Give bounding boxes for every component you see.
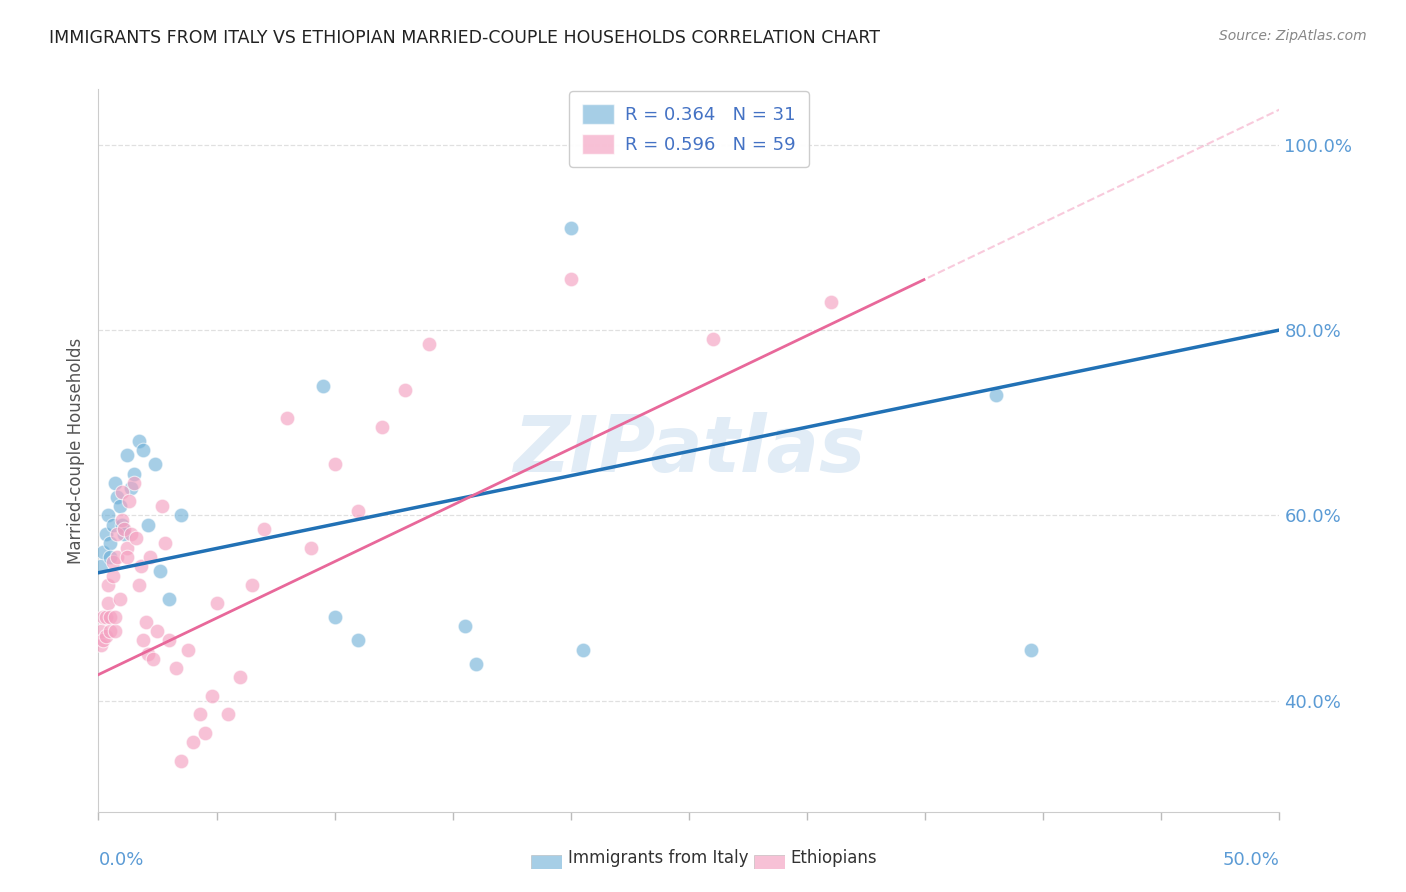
Text: Immigrants from Italy: Immigrants from Italy bbox=[568, 849, 748, 867]
Point bbox=[394, 384, 416, 398]
Point bbox=[101, 568, 124, 582]
Text: 0.0%: 0.0% bbox=[98, 852, 143, 870]
Point bbox=[98, 536, 121, 550]
Point bbox=[312, 378, 335, 392]
Point bbox=[201, 689, 224, 703]
Point bbox=[571, 642, 593, 657]
Point bbox=[157, 591, 180, 606]
Point bbox=[143, 458, 166, 472]
Point bbox=[702, 332, 724, 346]
Point bbox=[97, 508, 120, 523]
Point bbox=[299, 541, 322, 555]
Point bbox=[217, 707, 239, 722]
Text: Source: ZipAtlas.com: Source: ZipAtlas.com bbox=[1219, 29, 1367, 43]
Point bbox=[98, 610, 121, 624]
Point bbox=[560, 272, 582, 286]
Text: IMMIGRANTS FROM ITALY VS ETHIOPIAN MARRIED-COUPLE HOUSEHOLDS CORRELATION CHART: IMMIGRANTS FROM ITALY VS ETHIOPIAN MARRI… bbox=[49, 29, 880, 46]
Point bbox=[90, 624, 112, 639]
Point bbox=[560, 221, 582, 235]
Point bbox=[418, 337, 440, 351]
Point bbox=[112, 526, 135, 541]
Point bbox=[121, 481, 143, 495]
Text: 50.0%: 50.0% bbox=[1223, 852, 1279, 870]
Point bbox=[111, 485, 134, 500]
Point bbox=[104, 624, 127, 639]
Point bbox=[132, 633, 155, 648]
Point bbox=[118, 494, 141, 508]
Point bbox=[135, 615, 157, 629]
Point bbox=[240, 578, 263, 592]
Point bbox=[97, 596, 120, 610]
Point bbox=[101, 555, 124, 569]
Point bbox=[94, 629, 117, 643]
Point bbox=[170, 754, 193, 768]
Point bbox=[194, 726, 217, 740]
Point bbox=[465, 657, 488, 671]
Point bbox=[323, 610, 346, 624]
Point bbox=[153, 536, 176, 550]
Point bbox=[157, 633, 180, 648]
Point bbox=[91, 633, 114, 648]
Point bbox=[820, 295, 842, 310]
Point bbox=[91, 610, 114, 624]
Point bbox=[115, 549, 138, 564]
Point bbox=[149, 564, 172, 578]
Point bbox=[115, 448, 138, 462]
Point bbox=[111, 517, 134, 532]
Point bbox=[129, 559, 152, 574]
Point bbox=[323, 458, 346, 472]
Text: ZIPatlas: ZIPatlas bbox=[513, 412, 865, 489]
Point bbox=[371, 420, 394, 434]
Point bbox=[105, 490, 128, 504]
Point bbox=[122, 467, 145, 481]
Point bbox=[136, 647, 159, 661]
Point bbox=[105, 549, 128, 564]
Point bbox=[347, 633, 370, 648]
Point bbox=[91, 545, 114, 559]
Point bbox=[132, 443, 155, 458]
Point bbox=[94, 610, 117, 624]
Point bbox=[205, 596, 228, 610]
Point bbox=[177, 642, 200, 657]
Point bbox=[139, 549, 162, 564]
Point bbox=[90, 559, 112, 574]
Point bbox=[105, 526, 128, 541]
Point bbox=[115, 541, 138, 555]
Point bbox=[97, 578, 120, 592]
Point bbox=[125, 532, 148, 546]
Point bbox=[104, 475, 127, 490]
Point bbox=[276, 411, 298, 425]
Point bbox=[94, 526, 117, 541]
Point bbox=[150, 499, 173, 513]
Point bbox=[104, 610, 127, 624]
Legend: R = 0.364   N = 31, R = 0.596   N = 59: R = 0.364 N = 31, R = 0.596 N = 59 bbox=[569, 91, 808, 167]
Point bbox=[453, 619, 475, 633]
Point bbox=[90, 638, 112, 652]
Point bbox=[146, 624, 169, 639]
Point bbox=[122, 475, 145, 490]
Point bbox=[165, 661, 187, 675]
Text: Ethiopians: Ethiopians bbox=[790, 849, 877, 867]
Point bbox=[1021, 642, 1043, 657]
Point bbox=[111, 513, 134, 527]
Point bbox=[136, 517, 159, 532]
Point bbox=[188, 707, 211, 722]
Point bbox=[253, 522, 276, 536]
Point bbox=[108, 591, 131, 606]
Point bbox=[229, 670, 252, 684]
Point bbox=[128, 434, 150, 449]
Point bbox=[128, 578, 150, 592]
Point bbox=[170, 508, 193, 523]
Point bbox=[142, 652, 165, 666]
Point bbox=[984, 388, 1007, 402]
Point bbox=[112, 522, 135, 536]
Point bbox=[98, 624, 121, 639]
Point bbox=[98, 549, 121, 564]
Point bbox=[108, 499, 131, 513]
Point bbox=[121, 526, 143, 541]
Point bbox=[347, 503, 370, 517]
Y-axis label: Married-couple Households: Married-couple Households bbox=[66, 337, 84, 564]
Point bbox=[101, 517, 124, 532]
Point bbox=[181, 735, 204, 749]
